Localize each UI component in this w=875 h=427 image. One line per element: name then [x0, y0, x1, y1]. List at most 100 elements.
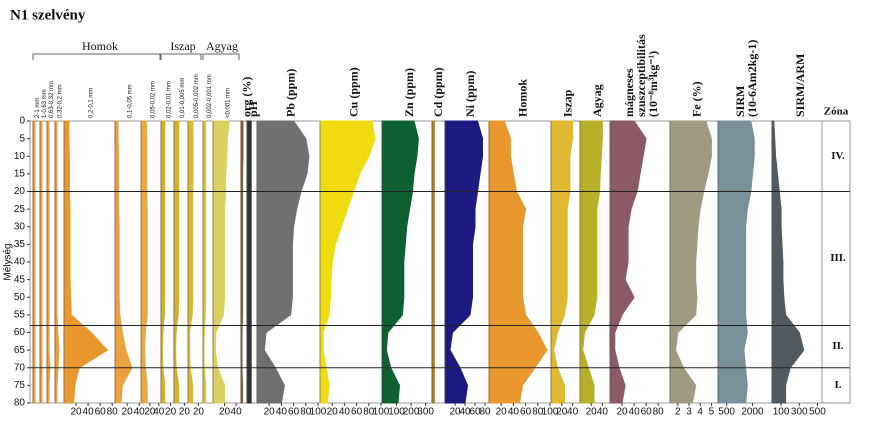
x-tick-label: 500	[718, 407, 735, 418]
x-tick-label: 300	[791, 407, 808, 418]
panel-label: Iszap	[560, 89, 574, 117]
x-tick-label: 40	[83, 407, 95, 418]
x-tick-label: 40	[231, 407, 243, 418]
x-tick-label: 2	[675, 407, 681, 418]
x-tick-label: 20	[70, 407, 82, 418]
zone-label: II.	[832, 340, 844, 352]
x-tick-label: 40	[459, 407, 471, 418]
y-tick-label: 40	[14, 257, 26, 268]
group-label: Iszap	[170, 39, 195, 53]
panel-label: Homok	[515, 79, 529, 117]
panel-label: org (%)	[239, 77, 253, 117]
y-tick-label: 60	[14, 327, 26, 338]
profile-area	[63, 120, 109, 404]
zone-label: III.	[830, 252, 846, 264]
y-axis-label: Mélység	[3, 243, 14, 280]
x-tick-label: 5	[709, 407, 715, 418]
panel-label: 0,02-0,01 mm	[167, 81, 173, 118]
group-bracket	[32, 53, 161, 60]
x-tick-label: 60	[520, 407, 532, 418]
y-tick-label: 75	[14, 380, 26, 391]
y-tick-label: 0	[19, 116, 25, 127]
y-tick-label: 65	[14, 345, 26, 356]
group-label: Homok	[82, 39, 118, 53]
profile-area	[431, 120, 435, 404]
panel-label: 0,2-0,1 mm	[89, 88, 95, 118]
x-tick-label: 20	[264, 407, 276, 418]
x-tick-label: 40	[153, 407, 165, 418]
y-tick-label: 5	[19, 133, 25, 144]
x-tick-label: 60	[469, 407, 481, 418]
y-tick-label: 30	[14, 221, 26, 232]
panel-label: <0,001 mm	[226, 88, 232, 118]
x-tick-label: 60	[95, 407, 107, 418]
x-tick-label: 80	[107, 407, 119, 418]
x-tick-label: 100	[542, 407, 559, 418]
panel-label: Cd (ppm)	[431, 67, 445, 117]
x-tick-label: 40	[567, 407, 579, 418]
x-tick-label: 20	[219, 407, 231, 418]
panel-label: 1-0,63 mm	[42, 89, 48, 118]
x-tick-label: 40	[597, 407, 609, 418]
x-tick-label: 100	[388, 407, 405, 418]
panel-label: 0,05-0,02 mm	[151, 81, 157, 118]
panel-label: 2-1 mm	[35, 98, 41, 118]
x-tick-label: 20	[586, 407, 598, 418]
panel-label: Ni (ppm)	[463, 71, 477, 117]
y-tick-label: 25	[14, 204, 26, 215]
group-bracket	[202, 53, 240, 60]
x-tick-label: 3	[686, 407, 692, 418]
x-tick-label: 60	[641, 407, 653, 418]
x-tick-label: 20	[496, 407, 508, 418]
panel-label: mágneses	[622, 68, 636, 117]
zone-label: IV.	[831, 150, 845, 162]
panel-label: Pb (ppm)	[283, 69, 297, 117]
zone-label: I.	[834, 379, 841, 391]
panel-label: SIRM	[733, 86, 747, 117]
x-tick-label: 2000	[741, 407, 764, 418]
x-tick-label: 20	[327, 407, 339, 418]
panel-label: SIRM/ARM	[793, 54, 807, 117]
x-tick-label: 200	[403, 407, 420, 418]
chart-title: N1 szelvény	[10, 7, 86, 23]
panel-label: szuszceptibilitás	[634, 34, 648, 117]
panel-label: 0,01-0,005 mm	[180, 78, 186, 118]
x-tick-label: 100	[773, 407, 790, 418]
y-tick-label: 45	[14, 274, 26, 285]
x-tick-label: 300	[417, 407, 434, 418]
x-tick-label: 80	[532, 407, 544, 418]
profile-area	[771, 120, 805, 404]
x-tick-label: 20	[556, 407, 568, 418]
x-tick-label: 40	[276, 407, 288, 418]
y-tick-label: 55	[14, 310, 26, 321]
x-tick-label: 60	[351, 407, 363, 418]
x-tick-label: 4	[697, 407, 703, 418]
panel-label: (10-6Am2kg-1)	[745, 40, 759, 117]
x-tick-label: 20	[165, 407, 177, 418]
panel-label: 0,63-0,32 mm	[49, 81, 55, 118]
panel-label: 0,1-0,05 mm	[128, 84, 134, 118]
x-tick-label: 80	[479, 407, 491, 418]
x-tick-label: 20	[193, 407, 205, 418]
y-tick-label: 10	[14, 151, 26, 162]
x-tick-label: 20	[616, 407, 628, 418]
y-tick-label: 20	[14, 186, 26, 197]
x-tick-label: 40	[629, 407, 641, 418]
y-tick-label: 35	[14, 239, 26, 250]
x-tick-label: 80	[653, 407, 665, 418]
x-tick-label: 40	[508, 407, 520, 418]
panel-label: Agyag	[590, 84, 604, 117]
x-tick-label: 40	[134, 407, 146, 418]
panel-label: pH	[246, 100, 260, 117]
panel-label: 0,002-0,001 mm	[207, 74, 213, 118]
panel-label: 0,32-0,2 mm	[58, 84, 64, 118]
panel-label: Cu (ppm)	[346, 67, 360, 117]
y-tick-label: 50	[14, 292, 26, 303]
zone-header: Zóna	[824, 106, 849, 118]
y-tick-label: 15	[14, 169, 26, 180]
profile-area	[246, 120, 252, 404]
x-tick-label: 80	[300, 407, 312, 418]
y-tick-label: 70	[14, 362, 26, 373]
panel-label: Zn (ppm)	[402, 68, 416, 117]
